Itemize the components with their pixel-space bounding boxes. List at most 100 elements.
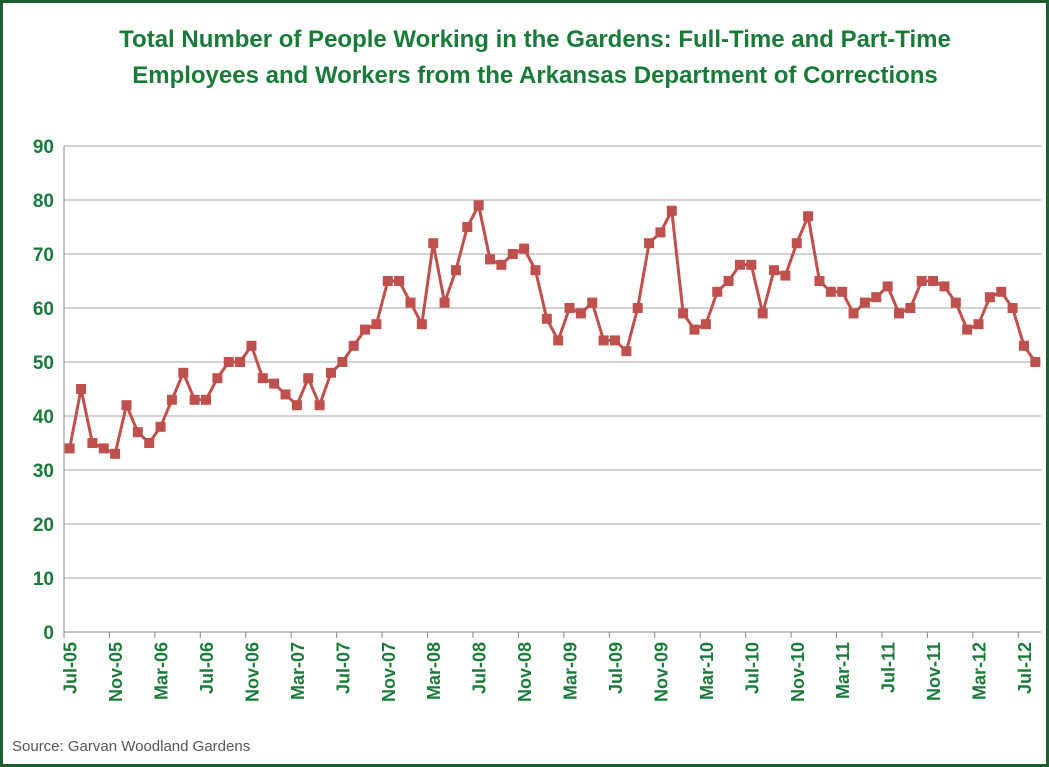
x-tick-label: Jul-07 bbox=[333, 642, 353, 694]
x-tick-label: Jul-09 bbox=[606, 642, 626, 694]
y-tick-label: 80 bbox=[33, 191, 54, 212]
point-marker bbox=[450, 265, 461, 276]
x-tick-label: Jul-10 bbox=[742, 642, 762, 694]
point-marker bbox=[791, 238, 802, 249]
point-marker bbox=[598, 335, 609, 346]
point-marker bbox=[144, 438, 155, 448]
point-marker bbox=[962, 324, 973, 335]
y-tick-label: 70 bbox=[33, 245, 54, 266]
x-tick-label: Mar-10 bbox=[697, 642, 717, 700]
x-tick-label: Nov-07 bbox=[379, 642, 399, 702]
series-line bbox=[68, 201, 1037, 456]
x-tick-label: Nov-09 bbox=[651, 642, 671, 702]
point-marker bbox=[201, 394, 212, 405]
x-tick-label: Nov-10 bbox=[788, 642, 808, 702]
x-tick-label: Jul-05 bbox=[61, 642, 81, 694]
point-marker bbox=[575, 308, 586, 319]
x-tick-label: Nov-08 bbox=[515, 642, 535, 702]
point-marker bbox=[473, 200, 484, 211]
point-marker bbox=[382, 276, 393, 286]
point-marker bbox=[485, 254, 496, 265]
point-marker bbox=[337, 357, 348, 367]
point-marker bbox=[609, 335, 620, 346]
point-marker bbox=[348, 340, 359, 351]
point-marker bbox=[621, 346, 632, 357]
point-marker bbox=[1030, 357, 1041, 367]
point-marker bbox=[553, 335, 564, 346]
point-marker bbox=[530, 265, 541, 276]
point-marker bbox=[837, 286, 848, 297]
point-marker bbox=[893, 308, 904, 319]
x-tick-label: Jul-11 bbox=[879, 642, 899, 693]
point-marker bbox=[700, 319, 711, 330]
point-marker bbox=[121, 400, 132, 411]
point-marker bbox=[269, 378, 280, 389]
source-note: Source: Garvan Woodland Gardens bbox=[12, 738, 251, 755]
point-marker bbox=[178, 367, 189, 378]
point-marker bbox=[257, 373, 268, 384]
x-tick-label: Mar-12 bbox=[970, 642, 990, 700]
point-marker bbox=[825, 286, 836, 297]
x-tick-label: Nov-05 bbox=[106, 642, 126, 702]
point-marker bbox=[564, 303, 575, 313]
point-marker bbox=[734, 259, 745, 270]
point-marker bbox=[303, 373, 314, 384]
point-marker bbox=[428, 238, 439, 249]
x-tick-label: Mar-08 bbox=[424, 642, 444, 700]
point-marker bbox=[166, 394, 177, 405]
point-marker bbox=[678, 308, 689, 319]
y-tick-label: 30 bbox=[33, 461, 54, 482]
y-tick-label: 20 bbox=[33, 515, 54, 536]
point-marker bbox=[712, 286, 723, 297]
point-marker bbox=[757, 308, 768, 319]
x-tick-label: Mar-07 bbox=[288, 642, 308, 700]
point-marker bbox=[848, 308, 859, 319]
y-tick-label: 50 bbox=[33, 353, 54, 374]
point-marker bbox=[882, 281, 893, 292]
point-marker bbox=[769, 265, 780, 276]
point-marker bbox=[859, 297, 870, 308]
point-marker bbox=[632, 303, 643, 313]
point-marker bbox=[655, 227, 666, 238]
point-marker bbox=[371, 319, 382, 330]
point-marker bbox=[394, 276, 405, 286]
point-marker bbox=[64, 443, 75, 454]
y-tick-label: 60 bbox=[33, 299, 54, 320]
y-tick-label: 40 bbox=[33, 407, 54, 428]
point-marker bbox=[996, 286, 1007, 297]
point-marker bbox=[541, 313, 552, 324]
point-marker bbox=[280, 389, 291, 400]
point-marker bbox=[689, 324, 700, 335]
point-marker bbox=[1007, 303, 1018, 313]
x-tick-label: Mar-06 bbox=[152, 642, 172, 700]
point-marker bbox=[984, 292, 995, 303]
point-marker bbox=[814, 276, 825, 286]
point-marker bbox=[1018, 340, 1029, 351]
point-marker bbox=[644, 238, 655, 249]
point-marker bbox=[916, 276, 927, 286]
x-tick-label: Nov-06 bbox=[242, 642, 262, 702]
point-marker bbox=[291, 400, 302, 411]
point-marker bbox=[325, 367, 336, 378]
y-tick-label: 10 bbox=[33, 569, 54, 590]
point-marker bbox=[496, 259, 507, 270]
point-marker bbox=[132, 427, 143, 438]
point-marker bbox=[98, 443, 109, 454]
point-marker bbox=[871, 292, 882, 303]
x-tick-label: Jul-08 bbox=[470, 642, 490, 694]
x-tick-label: Jul-06 bbox=[197, 642, 217, 694]
point-marker bbox=[235, 357, 246, 367]
x-tick-label: Jul-12 bbox=[1015, 642, 1035, 694]
point-marker bbox=[973, 319, 984, 330]
point-marker bbox=[189, 394, 200, 405]
y-tick-label: 90 bbox=[33, 137, 54, 158]
point-marker bbox=[666, 205, 677, 216]
point-marker bbox=[928, 276, 939, 286]
y-tick-label: 0 bbox=[43, 623, 54, 644]
point-marker bbox=[405, 297, 416, 308]
point-marker bbox=[950, 297, 961, 308]
point-marker bbox=[416, 319, 427, 330]
point-marker bbox=[905, 303, 916, 313]
